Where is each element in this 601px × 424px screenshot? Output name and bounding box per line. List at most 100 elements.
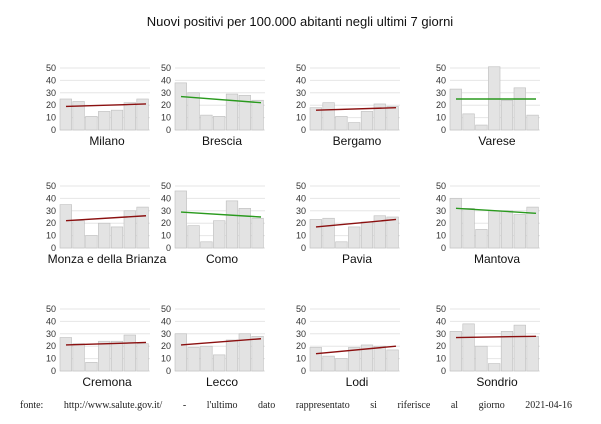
y-tick-label: 20 <box>296 100 306 110</box>
bar <box>85 116 98 131</box>
bar <box>85 235 98 249</box>
panel-title: Milano <box>89 134 125 148</box>
bar <box>526 114 539 131</box>
y-tick-label: 50 <box>296 304 306 314</box>
y-tick-label: 40 <box>161 75 171 85</box>
bar <box>213 220 226 249</box>
y-tick-label: 40 <box>46 75 56 85</box>
bar <box>335 358 348 372</box>
bar <box>72 343 85 372</box>
footer-word: al <box>450 400 459 411</box>
panel-varese: 0 10 20 30 40 50 Varese <box>436 63 540 148</box>
bar <box>386 106 399 131</box>
chart-title: Nuovi positivi per 100.000 abitanti negl… <box>147 14 454 29</box>
panel-lecco: 0 10 20 30 40 50 Lecco <box>161 304 265 389</box>
bar <box>85 362 98 372</box>
panel-title: Monza e della Brianza <box>48 252 167 266</box>
y-tick-label: 40 <box>46 316 56 326</box>
y-tick-label: 40 <box>296 316 306 326</box>
bar <box>123 334 136 372</box>
bar <box>59 98 72 131</box>
bar <box>225 93 239 131</box>
panel-como: 0 10 20 30 40 50 Como <box>161 181 265 266</box>
y-tick-label: 50 <box>46 63 56 73</box>
y-tick-label: 40 <box>296 75 306 85</box>
y-tick-label: 20 <box>296 341 306 351</box>
bar <box>335 241 348 249</box>
bar <box>360 221 374 249</box>
bar <box>462 208 475 249</box>
footer-word: l'ultimo <box>206 400 238 411</box>
bar <box>309 219 322 249</box>
y-tick-label: 40 <box>46 193 56 203</box>
panel-title: Como <box>206 252 238 266</box>
bar <box>386 216 399 249</box>
y-tick-label: 40 <box>161 316 171 326</box>
y-tick-label: 0 <box>441 366 446 376</box>
y-tick-label: 30 <box>161 88 171 98</box>
panel-lodi: 0 10 20 30 40 50 Lodi <box>296 304 400 389</box>
bar <box>251 335 264 372</box>
bar <box>322 355 335 372</box>
y-tick-label: 10 <box>436 354 446 364</box>
y-tick-label: 10 <box>161 354 171 364</box>
y-tick-label: 0 <box>51 243 56 253</box>
y-tick-label: 0 <box>301 366 306 376</box>
y-tick-label: 0 <box>51 125 56 135</box>
panel-bergamo: 0 10 20 30 40 50 Bergamo <box>296 63 400 148</box>
y-tick-label: 10 <box>46 231 56 241</box>
bar <box>449 331 462 372</box>
bar <box>475 229 488 249</box>
bar <box>500 99 514 131</box>
y-tick-label: 30 <box>161 206 171 216</box>
y-tick-label: 50 <box>436 181 446 191</box>
y-tick-label: 0 <box>166 125 171 135</box>
y-tick-label: 30 <box>436 88 446 98</box>
bar <box>225 200 239 249</box>
panel-title: Mantova <box>474 252 520 266</box>
panel-milano: 0 10 20 30 40 50 Milano <box>46 63 150 148</box>
y-tick-label: 0 <box>301 125 306 135</box>
panel-title: Cremona <box>82 375 132 389</box>
bar <box>373 345 386 372</box>
y-tick-label: 30 <box>436 206 446 216</box>
footer-word: fonte: <box>20 400 44 411</box>
source-footer: fonte: http://www.salute.gov.it/ - l'ultimo… <box>20 400 572 411</box>
y-tick-label: 20 <box>296 218 306 228</box>
bar <box>200 241 213 249</box>
panel-pavia: 0 10 20 30 40 50 Pavia <box>296 181 400 266</box>
bar <box>309 347 322 372</box>
y-tick-label: 50 <box>161 63 171 73</box>
trend-line <box>455 335 537 339</box>
bar <box>213 354 226 372</box>
panel-title: Lecco <box>206 375 238 389</box>
bar <box>200 345 213 372</box>
bar <box>449 88 462 131</box>
y-tick-label: 30 <box>161 329 171 339</box>
bar <box>373 215 386 249</box>
bar <box>72 220 85 249</box>
panel-cremona: 0 10 20 30 40 50 Cremona <box>46 304 150 389</box>
trend-line <box>65 341 147 346</box>
bar <box>335 116 348 131</box>
trend-line <box>180 95 262 104</box>
trend-line <box>180 211 262 218</box>
bar <box>322 102 335 131</box>
bar <box>386 349 399 372</box>
y-tick-label: 0 <box>301 243 306 253</box>
y-tick-label: 20 <box>436 100 446 110</box>
bar <box>72 101 85 131</box>
y-tick-label: 50 <box>46 304 56 314</box>
y-tick-label: 30 <box>296 88 306 98</box>
y-tick-label: 0 <box>441 125 446 135</box>
bar <box>187 92 200 131</box>
footer-word: http://www.salute.gov.it/ <box>63 400 163 411</box>
bar <box>225 339 239 372</box>
y-tick-label: 10 <box>161 113 171 123</box>
bar <box>174 82 187 131</box>
bar <box>500 210 514 249</box>
bar <box>98 340 111 372</box>
footer-word: giorno <box>478 400 505 411</box>
panel-sondrio: 0 10 20 30 40 50 Sondrio <box>436 304 540 389</box>
